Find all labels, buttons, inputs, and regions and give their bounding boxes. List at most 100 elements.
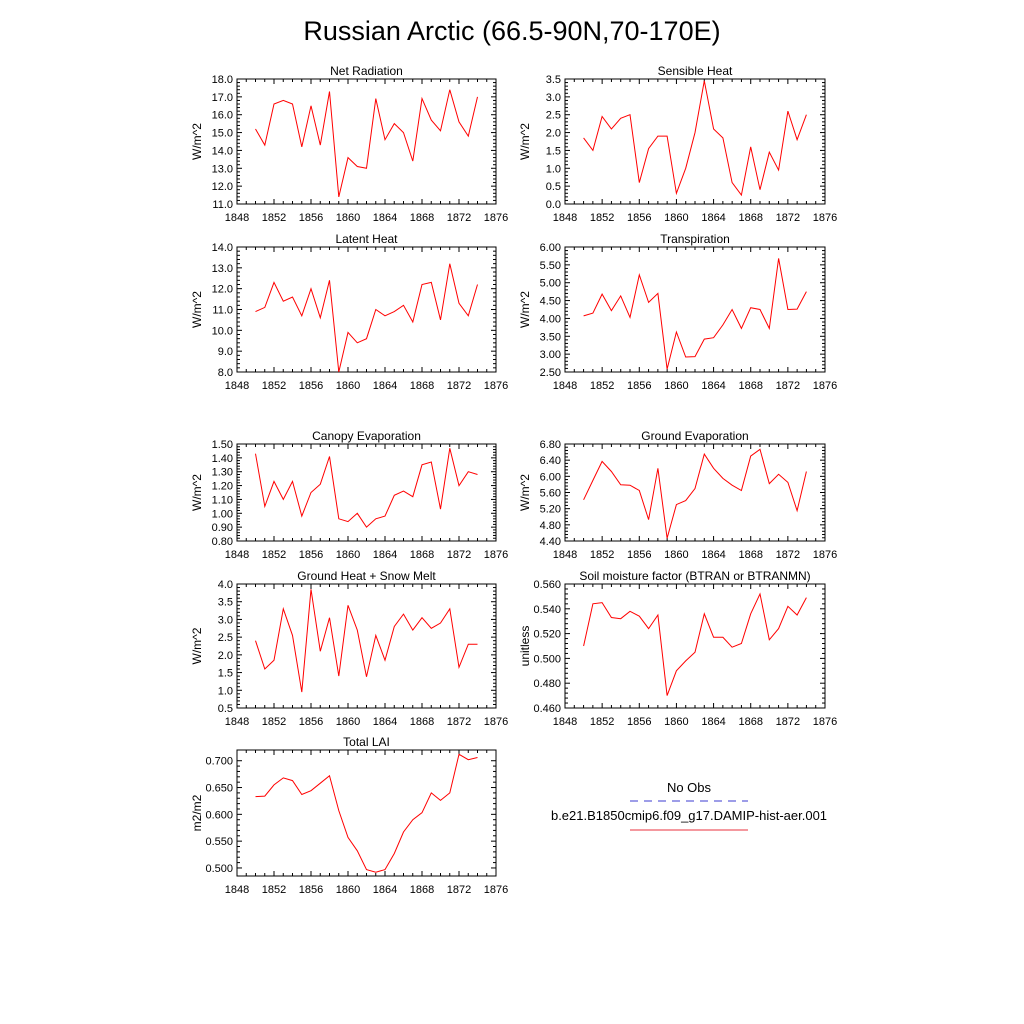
x-tick-label: 1856 — [627, 212, 651, 224]
y-tick-label: 4.40 — [540, 536, 561, 548]
x-tick-label: 1868 — [738, 716, 762, 728]
panel-title: Ground Evaporation — [641, 429, 748, 443]
x-tick-label: 1852 — [262, 716, 286, 728]
x-tick-label: 1876 — [484, 380, 508, 392]
x-tick-label: 1848 — [225, 884, 249, 896]
x-tick-label: 1848 — [553, 716, 577, 728]
y-axis-label: W/m^2 — [518, 291, 532, 328]
y-tick-label: 11.0 — [212, 305, 233, 317]
y-tick-label: 0.560 — [533, 579, 561, 591]
x-tick-label: 1860 — [664, 716, 688, 728]
x-tick-label: 1876 — [813, 212, 837, 224]
legend: No Obs b.e21.B1850cmip6.f09_g17.DAMIP-hi… — [551, 780, 827, 831]
y-tick-label: 1.0 — [218, 685, 233, 697]
plot-frame — [236, 583, 497, 709]
x-tick-label: 1872 — [776, 212, 800, 224]
series-line — [255, 753, 478, 873]
y-tick-label: 9.0 — [218, 346, 233, 358]
y-axis-label: W/m^2 — [518, 123, 532, 160]
y-axis-label: W/m^2 — [190, 291, 204, 328]
x-tick-label: 1864 — [373, 212, 397, 224]
x-tick-label: 1852 — [262, 380, 286, 392]
series-line — [255, 89, 478, 198]
x-tick-label: 1848 — [225, 380, 249, 392]
x-tick-label: 1860 — [664, 212, 688, 224]
y-tick-label: 1.30 — [212, 467, 233, 479]
x-tick-label: 1852 — [262, 212, 286, 224]
y-tick-label: 1.5 — [218, 668, 233, 680]
x-tick-label: 1856 — [299, 884, 323, 896]
y-tick-label: 1.5 — [546, 145, 561, 157]
y-tick-label: 17.0 — [212, 92, 233, 104]
y-tick-label: 0.520 — [533, 629, 561, 641]
y-tick-label: 14.0 — [212, 242, 233, 254]
plot-frame — [564, 246, 826, 373]
y-tick-label: 3.0 — [546, 92, 561, 104]
y-tick-label: 0.550 — [205, 836, 233, 848]
y-tick-label: 0.5 — [218, 703, 233, 715]
plot-frame — [564, 78, 826, 205]
y-tick-label: 3.00 — [540, 349, 561, 361]
x-tick-label: 1856 — [299, 549, 323, 561]
panel-transpiration: Transpiration W/m^2 1848 1852 1856 1860 1864 18… — [518, 232, 837, 392]
panel-latent-heat: Latent Heat W/m^2 1848 1852 1856 1860 1864 1868… — [190, 232, 508, 392]
panel-sensible-heat: Sensible Heat W/m^2 1848 1852 1856 1860 1864 18… — [518, 64, 837, 224]
x-tick-label: 1876 — [813, 549, 837, 561]
x-tick-label: 1876 — [484, 716, 508, 728]
x-tick-label: 1852 — [262, 884, 286, 896]
x-tick-label: 1876 — [484, 884, 508, 896]
plot-frame — [564, 583, 826, 709]
x-tick-label: 1860 — [336, 212, 360, 224]
y-axis-label: W/m^2 — [190, 474, 204, 511]
series-line — [583, 258, 807, 370]
x-tick-label: 1860 — [336, 380, 360, 392]
x-tick-label: 1864 — [701, 716, 725, 728]
y-tick-label: 4.80 — [540, 520, 561, 532]
y-tick-label: 0.600 — [205, 809, 233, 821]
series-line — [255, 263, 478, 373]
x-tick-label: 1864 — [701, 380, 725, 392]
y-tick-label: 15.0 — [212, 128, 233, 140]
x-tick-label: 1852 — [262, 549, 286, 561]
y-tick-label: 2.50 — [540, 367, 561, 379]
x-tick-label: 1856 — [627, 380, 651, 392]
panel-title: Canopy Evaporation — [312, 429, 421, 443]
panel-title: Latent Heat — [335, 232, 398, 246]
panel-title: Total LAI — [343, 735, 390, 749]
x-tick-label: 1856 — [627, 549, 651, 561]
series-line — [583, 80, 807, 197]
page-title: Russian Arctic (66.5-90N,70-170E) — [303, 16, 720, 46]
y-tick-label: 3.0 — [218, 614, 233, 626]
panel-ground-evaporation: Ground Evaporation W/m^2 1848 1852 1856 1860 1… — [518, 429, 837, 561]
y-tick-label: 2.0 — [546, 128, 561, 140]
y-axis-label: W/m^2 — [190, 123, 204, 160]
series-line — [255, 448, 478, 528]
x-tick-label: 1868 — [738, 212, 762, 224]
y-tick-label: 0.80 — [212, 536, 233, 548]
x-tick-label: 1852 — [590, 380, 614, 392]
x-tick-label: 1860 — [336, 884, 360, 896]
y-tick-label: 11.0 — [212, 199, 233, 211]
x-tick-label: 1856 — [299, 716, 323, 728]
y-tick-label: 1.0 — [546, 163, 561, 175]
legend-obs-label: No Obs — [667, 780, 712, 795]
y-tick-label: 4.0 — [218, 579, 233, 591]
y-tick-label: 4.50 — [540, 296, 561, 308]
plot-frame — [236, 246, 497, 373]
x-tick-label: 1848 — [553, 549, 577, 561]
y-tick-label: 1.40 — [212, 453, 233, 465]
x-tick-label: 1868 — [738, 380, 762, 392]
x-tick-label: 1852 — [590, 549, 614, 561]
plot-frame — [236, 749, 497, 877]
y-tick-label: 18.0 — [212, 74, 233, 86]
y-tick-label: 2.5 — [218, 632, 233, 644]
y-tick-label: 13.0 — [212, 163, 233, 175]
x-tick-label: 1860 — [336, 716, 360, 728]
y-tick-label: 6.80 — [540, 439, 561, 451]
series-line — [583, 448, 807, 539]
x-tick-label: 1848 — [553, 380, 577, 392]
x-tick-label: 1868 — [738, 549, 762, 561]
y-tick-label: 5.20 — [540, 504, 561, 516]
x-tick-label: 1876 — [813, 716, 837, 728]
